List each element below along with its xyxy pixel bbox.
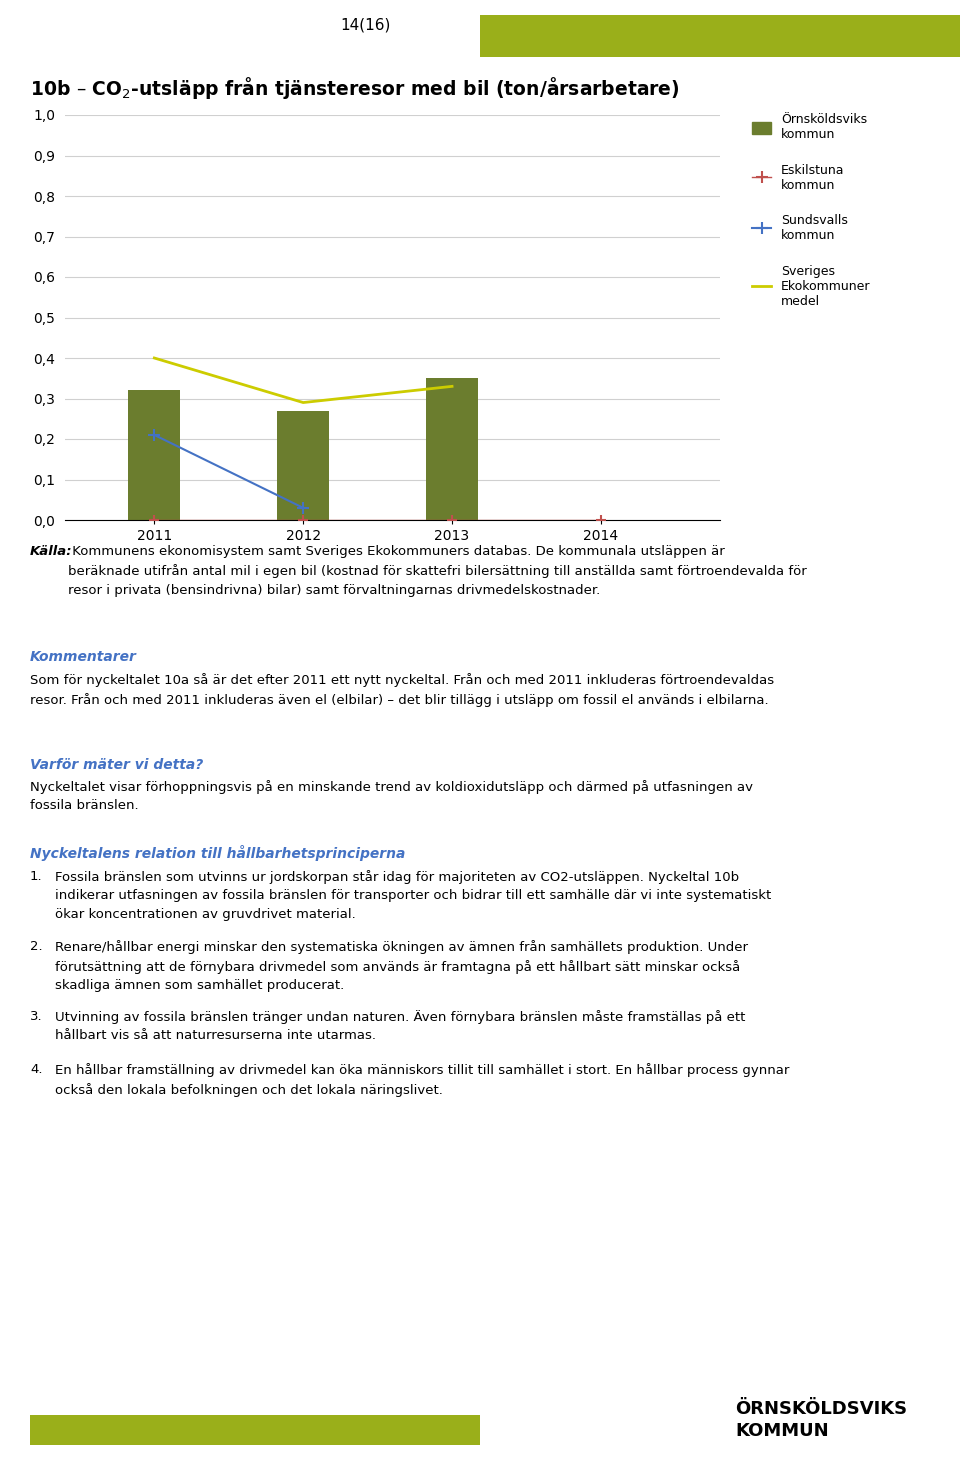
Text: 4.: 4.	[30, 1064, 42, 1075]
Text: En hållbar framställning av drivmedel kan öka människors tillit till samhället i: En hållbar framställning av drivmedel ka…	[55, 1064, 789, 1097]
Text: 10b – CO$_2$-utsläpp från tjänsteresor med bil (ton/årsarbetare): 10b – CO$_2$-utsläpp från tjänsteresor m…	[30, 75, 680, 101]
Text: Renare/hållbar energi minskar den systematiska ökningen av ämnen från samhällets: Renare/hållbar energi minskar den system…	[55, 939, 748, 992]
Text: ÖRNSKÖLDSVIKS
KOMMUN: ÖRNSKÖLDSVIKS KOMMUN	[735, 1400, 907, 1441]
Text: Fossila bränslen som utvinns ur jordskorpan står idag för majoriteten av CO2-uts: Fossila bränslen som utvinns ur jordskor…	[55, 869, 771, 920]
Bar	[129, 390, 180, 520]
Bar	[426, 378, 478, 520]
Text: 2.: 2.	[30, 939, 42, 953]
Text: Som för nyckeltalet 10a så är det efter 2011 ett nytt nyckeltal. Från och med 20: Som för nyckeltalet 10a så är det efter …	[30, 674, 774, 707]
Text: Kommunens ekonomisystem samt Sveriges Ekokommuners databas. De kommunala utsläpp: Kommunens ekonomisystem samt Sveriges Ek…	[68, 545, 806, 596]
Text: Nyckeltalet visar förhoppningsvis på en minskande trend av koldioxidutsläpp och : Nyckeltalet visar förhoppningsvis på en …	[30, 780, 753, 812]
Text: Utvinning av fossila bränslen tränger undan naturen. Även förnybara bränslen mås: Utvinning av fossila bränslen tränger un…	[55, 1010, 745, 1043]
Text: Varför mäter vi detta?: Varför mäter vi detta?	[30, 758, 204, 771]
Bar	[277, 411, 329, 520]
Legend: Örnsköldsviks
kommun, Eskilstuna
kommun, Sundsvalls
kommun, Sveriges
Ekokommuner: Örnsköldsviks kommun, Eskilstuna kommun,…	[753, 112, 871, 308]
Text: 3.: 3.	[30, 1010, 42, 1023]
Text: 14(16): 14(16)	[340, 18, 390, 34]
Text: Källa:: Källa:	[30, 545, 73, 558]
Text: Nyckeltalens relation till hållbarhetsprinciperna: Nyckeltalens relation till hållbarhetspr…	[30, 844, 405, 861]
Text: Kommentarer: Kommentarer	[30, 650, 137, 663]
Text: 1.: 1.	[30, 869, 42, 882]
